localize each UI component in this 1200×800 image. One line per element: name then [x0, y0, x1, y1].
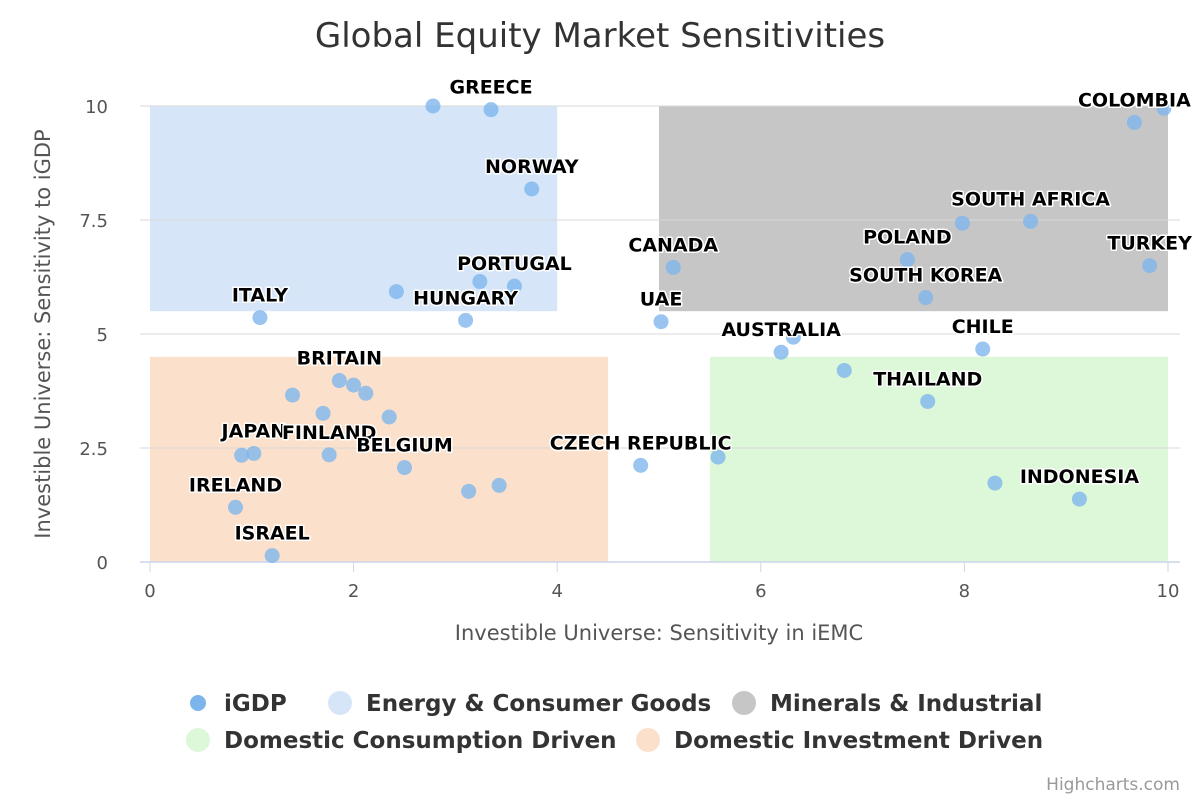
data-point[interactable] [358, 385, 374, 401]
data-label: UAE [640, 289, 683, 311]
data-label: BELGIUM [356, 435, 453, 457]
data-point[interactable] [506, 278, 522, 294]
data-point[interactable] [461, 483, 477, 499]
y-tick-label: 7.5 [79, 211, 108, 232]
x-tick-label: 6 [755, 581, 766, 602]
data-label: HUNGARY [413, 287, 518, 309]
data-point[interactable] [252, 310, 268, 326]
y-tick-label: 10 [85, 97, 108, 118]
credits-link: Highcharts.com [1046, 775, 1180, 795]
legend-label: Energy & Consumer Goods [366, 691, 711, 717]
data-label: PORTUGAL [457, 253, 572, 275]
data-point[interactable] [491, 477, 507, 493]
data-label: NORWAY [485, 156, 579, 178]
x-tick-label: 0 [144, 581, 155, 602]
legend-symbol[interactable] [636, 728, 660, 752]
data-label: JAPAN [220, 420, 287, 442]
data-label: CHILE [952, 316, 1014, 338]
x-tick-label: 2 [348, 581, 359, 602]
data-point[interactable] [458, 312, 474, 328]
region-energy-consumer-goods [150, 106, 558, 312]
y-tick-label: 2.5 [79, 439, 108, 460]
data-point[interactable] [665, 259, 681, 275]
data-point[interactable] [321, 447, 337, 463]
data-point[interactable] [483, 102, 499, 118]
region-domestic-consumption-driven [709, 356, 1168, 562]
data-label: AUSTRALIA [721, 319, 841, 341]
data-point[interactable] [1071, 491, 1087, 507]
data-point[interactable] [397, 460, 412, 476]
data-point[interactable] [918, 290, 934, 306]
data-point[interactable] [425, 98, 441, 114]
data-label: TURKEY [1107, 233, 1192, 255]
data-label: POLAND [863, 227, 952, 249]
legend-symbol[interactable] [328, 691, 352, 715]
data-point[interactable] [331, 373, 347, 389]
data-point[interactable] [472, 274, 488, 290]
x-tick-label: 8 [959, 581, 970, 602]
data-point[interactable] [1126, 114, 1142, 130]
data-point[interactable] [1156, 100, 1172, 116]
data-label: INDONESIA [1020, 466, 1140, 488]
data-point[interactable] [710, 449, 726, 465]
x-axis-title: Investible Universe: Sensitivity in iEMC [455, 621, 863, 645]
data-point[interactable] [836, 362, 852, 378]
x-tick-label: 10 [1157, 581, 1180, 602]
data-label: CANADA [628, 234, 718, 256]
legend-symbol[interactable] [190, 695, 206, 711]
legend-symbol[interactable] [186, 728, 210, 752]
data-point[interactable] [1023, 213, 1039, 229]
data-point[interactable] [315, 405, 331, 421]
data-label: COLOMBIA [1078, 89, 1191, 111]
data-label: FINLAND [282, 422, 376, 444]
legend-label: iGDP [224, 691, 287, 717]
data-point[interactable] [285, 387, 301, 403]
y-tick-label: 5 [97, 325, 108, 346]
data-point[interactable] [633, 457, 649, 473]
data-point[interactable] [381, 409, 397, 425]
data-label: ISRAEL [235, 523, 310, 545]
data-point[interactable] [246, 445, 262, 461]
y-axis-title: Investible Universe: Sensitivity to iGDP [31, 129, 55, 538]
chart-title: Global Equity Market Sensitivities [315, 16, 885, 56]
data-point[interactable] [524, 181, 540, 197]
data-label: THAILAND [873, 368, 982, 390]
data-point[interactable] [987, 475, 1003, 491]
data-point[interactable] [653, 314, 669, 330]
data-label: IRELAND [189, 474, 282, 496]
x-tick-label: 4 [551, 581, 562, 602]
data-point[interactable] [346, 377, 362, 393]
data-point[interactable] [388, 284, 404, 300]
region-domestic-investment-driven [150, 356, 609, 562]
legend-label: Domestic Consumption Driven [224, 728, 617, 754]
data-label: BRITAIN [297, 348, 382, 370]
data-point[interactable] [975, 341, 991, 357]
data-point[interactable] [234, 447, 250, 463]
data-point[interactable] [228, 499, 244, 515]
data-point[interactable] [264, 548, 280, 564]
data-point[interactable] [954, 215, 970, 231]
legend-label: Domestic Investment Driven [674, 728, 1043, 754]
data-label: GREECE [449, 77, 532, 99]
data-label: CZECH REPUBLIC [550, 432, 732, 454]
data-point[interactable] [773, 344, 789, 360]
data-point[interactable] [920, 393, 936, 409]
data-label: SOUTH AFRICA [951, 188, 1110, 210]
legend-label: Minerals & Industrial [770, 691, 1042, 717]
data-point[interactable] [1142, 258, 1158, 274]
legend-symbol[interactable] [732, 691, 756, 715]
data-label: SOUTH KOREA [849, 265, 1002, 287]
data-point[interactable] [899, 252, 915, 268]
region-minerals-industrial [659, 106, 1168, 312]
y-tick-label: 0 [97, 553, 108, 574]
data-point[interactable] [785, 329, 801, 345]
data-label: ITALY [232, 285, 288, 307]
